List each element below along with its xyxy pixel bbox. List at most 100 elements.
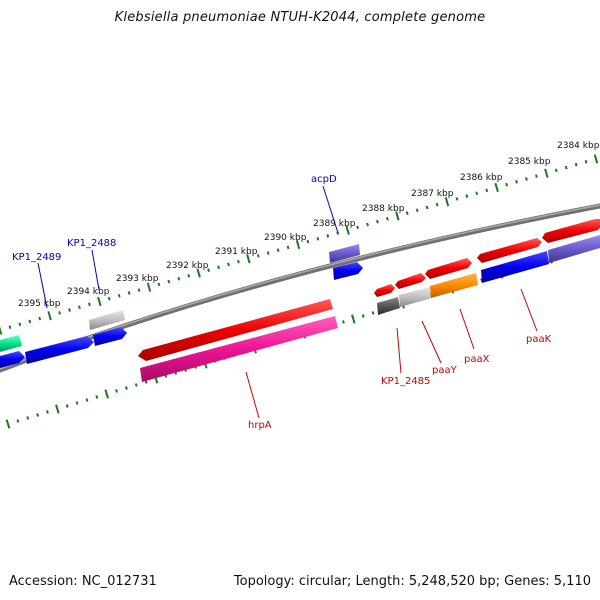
minor-tick xyxy=(237,259,240,264)
gene-forward-red-small[interactable] xyxy=(374,284,395,297)
major-tick xyxy=(395,211,400,221)
gene-KP1_2488-forward-blue[interactable] xyxy=(93,327,127,346)
minor-tick xyxy=(316,237,320,241)
major-tick xyxy=(5,419,11,429)
minor-tick xyxy=(475,191,479,195)
label-KP1_2485[interactable]: KP1_2485 xyxy=(381,376,430,387)
minor-tick xyxy=(36,413,40,417)
gene-forward-red-3[interactable] xyxy=(395,273,426,289)
minor-tick xyxy=(306,239,310,244)
minor-tick xyxy=(127,291,131,295)
major-tick xyxy=(97,296,102,307)
minor-tick xyxy=(584,160,588,164)
genome-summary-text: Topology: circular; Length: 5,248,520 bp… xyxy=(233,574,591,589)
major-tick xyxy=(593,154,599,164)
minor-tick xyxy=(85,398,89,402)
label-hrpA[interactable]: hrpA xyxy=(248,420,272,431)
gene-forward-blue-edge[interactable] xyxy=(0,351,25,368)
minor-tick xyxy=(455,197,459,201)
gene-hrpA-red[interactable] xyxy=(138,299,333,361)
gene-KP1_2489-forward-blue[interactable] xyxy=(25,336,94,364)
major-tick xyxy=(196,268,201,278)
tick-label-2386: 2386 kbp xyxy=(460,173,503,183)
minor-tick xyxy=(18,322,22,327)
gene-hrpA-pink[interactable] xyxy=(140,316,338,382)
minor-tick xyxy=(405,211,409,215)
tick-label-2390: 2390 kbp xyxy=(264,233,307,243)
gene-KP1_2488-forward-gray[interactable] xyxy=(89,310,125,330)
minor-tick xyxy=(144,380,148,384)
minor-tick xyxy=(68,308,71,312)
minor-tick xyxy=(38,316,42,321)
gene-forward-green[interactable] xyxy=(0,335,22,352)
minor-tick xyxy=(16,419,20,423)
minor-tick xyxy=(227,262,230,267)
minor-tick xyxy=(95,395,99,399)
label-leaders xyxy=(37,185,538,419)
minor-tick xyxy=(78,305,81,309)
accession-text: Accession: NC_012731 xyxy=(9,574,157,589)
genome-title: Klebsiella pneumoniae NTUH-K2044, comple… xyxy=(114,10,486,25)
leader-acpD xyxy=(322,185,339,234)
minor-tick xyxy=(326,234,330,238)
gene-acpD-forward-blue[interactable] xyxy=(333,262,363,280)
minor-tick xyxy=(465,194,469,198)
minor-tick xyxy=(554,168,558,173)
leader-KP1_2489 xyxy=(37,262,48,309)
forward-strand-genes xyxy=(0,219,600,368)
major-tick xyxy=(351,314,356,324)
tick-label-2389: 2389 kbp xyxy=(313,219,356,229)
minor-tick xyxy=(376,219,379,224)
minor-tick xyxy=(535,174,538,178)
minor-tick xyxy=(515,180,518,184)
minor-tick xyxy=(88,302,91,307)
minor-tick xyxy=(107,296,111,301)
gene-acpD-forward-purple[interactable] xyxy=(329,244,360,263)
minor-tick xyxy=(266,251,270,255)
minor-tick xyxy=(286,245,290,250)
minor-tick xyxy=(485,188,489,193)
gene-paaK-blue[interactable] xyxy=(481,251,549,283)
minor-tick xyxy=(75,401,79,405)
major-tick xyxy=(104,389,109,399)
major-tick xyxy=(55,404,60,414)
minor-tick xyxy=(425,205,429,210)
minor-tick xyxy=(276,248,280,252)
label-paaK[interactable]: paaK xyxy=(526,334,552,345)
minor-tick xyxy=(366,222,369,227)
minor-tick xyxy=(415,208,419,213)
minor-tick xyxy=(187,274,191,278)
tick-label-2395: 2395 kbp xyxy=(18,299,61,309)
label-paaX[interactable]: paaX xyxy=(464,354,490,365)
leader-hrpA xyxy=(245,371,260,419)
leader-paaX xyxy=(459,308,475,350)
label-KP1_2489[interactable]: KP1_2489 xyxy=(12,252,61,263)
major-tick xyxy=(444,197,450,207)
label-KP1_2488[interactable]: KP1_2488 xyxy=(67,238,116,249)
gene-labels: acpD KP1_2488 KP1_2489 hrpA KP1_2485 paa… xyxy=(12,174,552,431)
tick-label-2391: 2391 kbp xyxy=(215,247,258,257)
gene-forward-red-2[interactable] xyxy=(425,258,472,279)
leader-paaY xyxy=(421,320,442,364)
tick-label-2393: 2393 kbp xyxy=(116,274,159,284)
tick-label-2394: 2394 kbp xyxy=(67,287,110,297)
minor-tick xyxy=(361,314,365,318)
minor-tick xyxy=(505,182,508,187)
minor-tick xyxy=(28,319,32,324)
gene-paaK-forward-red[interactable] xyxy=(542,219,600,243)
minor-tick xyxy=(8,325,12,329)
gene-forward-red-1[interactable] xyxy=(477,238,542,263)
label-acpD[interactable]: acpD xyxy=(311,174,337,185)
minor-tick xyxy=(117,294,121,298)
gene-paaY-lightgray[interactable] xyxy=(399,287,432,307)
minor-tick xyxy=(217,265,220,270)
gene-KP1_2485-darkgray[interactable] xyxy=(377,297,400,315)
tick-label-2392: 2392 kbp xyxy=(166,261,209,271)
leader-KP1_2488 xyxy=(91,249,100,291)
minor-tick xyxy=(58,311,61,315)
label-paaY[interactable]: paaY xyxy=(432,365,458,376)
gene-reverse-purple-edge[interactable] xyxy=(548,235,600,263)
gene-paaX-orange[interactable] xyxy=(430,273,478,298)
minor-tick xyxy=(177,276,181,281)
